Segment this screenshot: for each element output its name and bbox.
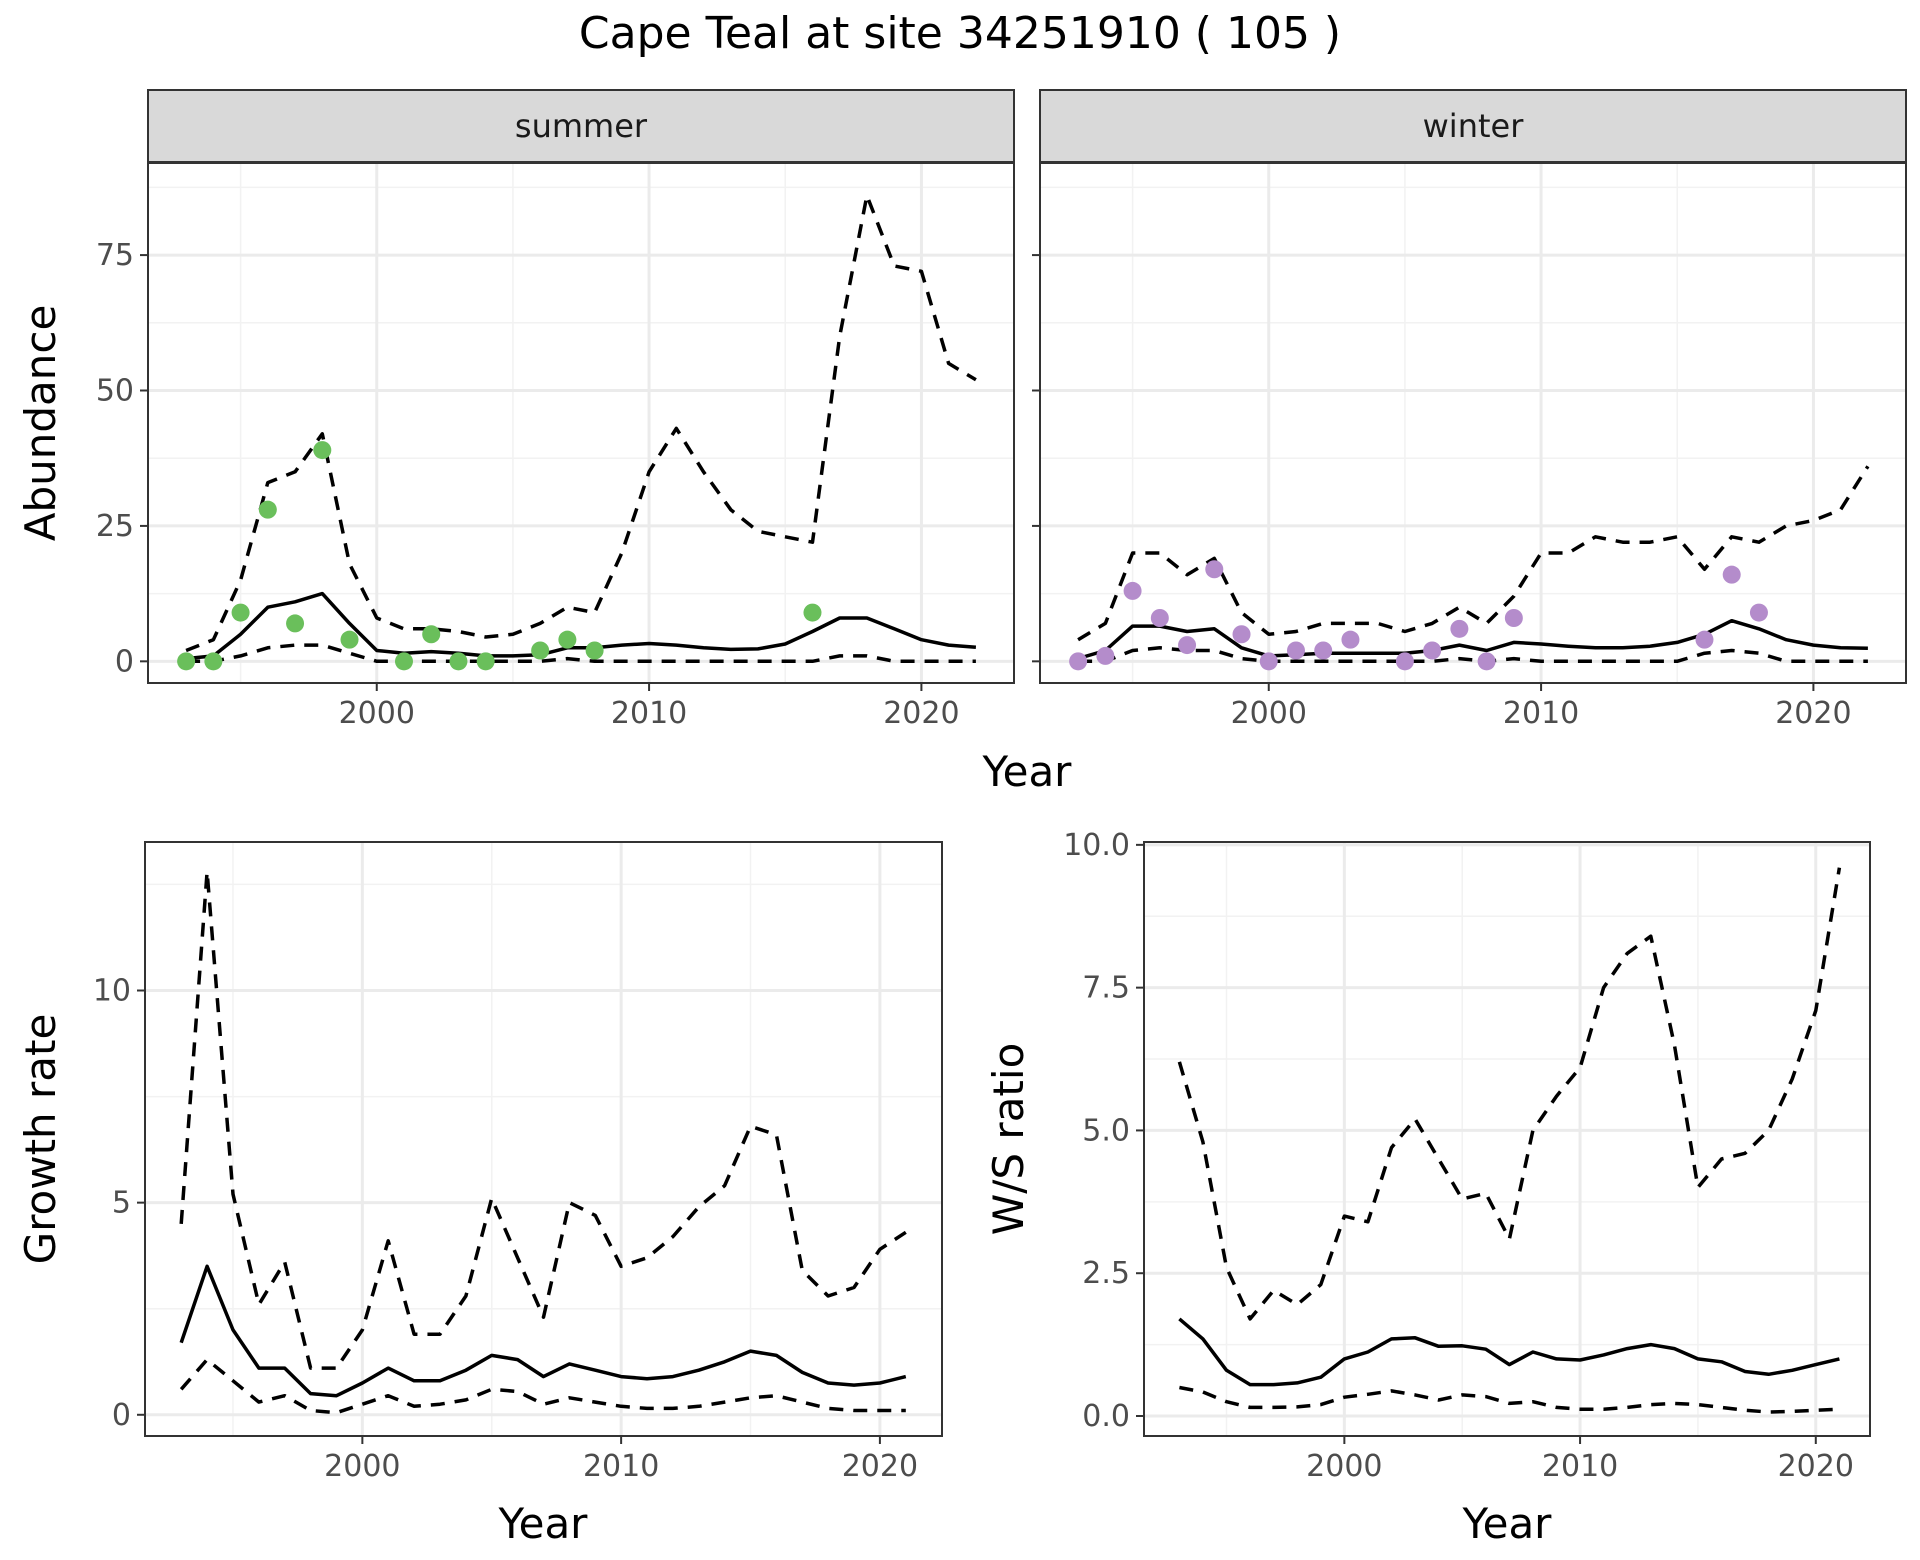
- abundance-winter-observed-point: [1314, 641, 1333, 660]
- abundance-winter-observed-point: [1205, 560, 1224, 579]
- abundance-winter-strip: [1039, 89, 1907, 163]
- ratio-mean-line: [1178, 1317, 1840, 1387]
- abundance-summer-upper-ci-line: [185, 193, 977, 653]
- abundance-summer-observed-point: [204, 652, 223, 671]
- abundance-summer-y-tick-label: 25: [96, 509, 134, 544]
- abundance-winter-x-tick-label: 2000: [1231, 696, 1307, 731]
- abundance-summer-observed-point: [476, 652, 495, 671]
- abundance-summer-observed-point: [422, 625, 441, 644]
- abundance-winter-x-tick-label: 2020: [1775, 696, 1851, 731]
- abundance-winter-observed-point: [1150, 609, 1169, 627]
- abundance-summer-observed-point: [558, 630, 577, 649]
- ratio-x-axis-title: Year: [1462, 1499, 1553, 1548]
- growth-x-tick-label: 2000: [324, 1449, 400, 1484]
- abundance-winter-observed-point: [1178, 636, 1197, 655]
- ratio-y-tick-label: 10.0: [1063, 828, 1130, 863]
- abundance-y-axis-title: Abundance: [16, 305, 65, 542]
- abundance-summer-strip-label: summer: [515, 107, 648, 145]
- abundance-summer-y-tick-label: 75: [96, 238, 134, 273]
- growth-panel-background: [145, 842, 942, 1436]
- growth-y-tick-label: 5: [112, 1186, 131, 1221]
- abundance-summer-observed-point: [340, 630, 359, 649]
- ratio-y-axis-title: W/S ratio: [984, 1043, 1033, 1236]
- abundance-winter-observed-point: [1069, 652, 1088, 671]
- growth-lower-ci-line: [179, 1357, 906, 1415]
- abundance-summer-x-tick-label: 2010: [611, 696, 687, 731]
- ratio-x-tick-label: 2000: [1306, 1449, 1382, 1484]
- abundance-winter-strip-label: winter: [1423, 107, 1525, 145]
- abundance-winter-observed-point: [1749, 603, 1768, 622]
- ratio-panel-background: [1144, 842, 1870, 1436]
- growth-upper-ci-line: [179, 869, 907, 1370]
- growth-x-tick-label: 2020: [842, 1449, 918, 1484]
- abundance-winter-observed-point: [1423, 641, 1442, 660]
- abundance-summer-observed-point: [286, 614, 305, 633]
- growth-x-tick-label: 2010: [583, 1449, 659, 1484]
- abundance-summer-lower-ci-line: [186, 643, 976, 664]
- ratio-y-tick-label: 7.5: [1082, 971, 1130, 1006]
- abundance-summer-observed-point: [803, 603, 822, 622]
- abundance-summer-y-tick-label: 50: [96, 374, 134, 409]
- ratio-x-tick-label: 2010: [1542, 1449, 1618, 1484]
- abundance-summer-observed-point: [449, 652, 468, 671]
- abundance-x-axis-title: Year: [982, 747, 1073, 796]
- abundance-summer-observed-point: [177, 652, 196, 671]
- ratio-panel: 2000 2010 2020 0.0 2.5 5.0 7.5 10.0: [1063, 828, 1871, 1484]
- abundance-summer-observed-point: [313, 441, 332, 460]
- abundance-winter-observed-point: [1123, 581, 1142, 600]
- abundance-winter-observed-point: [1259, 652, 1278, 671]
- abundance-winter-upper-ci-line: [1077, 465, 1870, 642]
- growth-y-tick-label: 10: [93, 974, 131, 1009]
- abundance-winter-observed-point: [1695, 630, 1714, 649]
- abundance-winter-observed-point: [1504, 609, 1523, 627]
- figure-title: Cape Teal at site 34251910 ( 105 ): [579, 8, 1341, 59]
- growth-y-tick-label: 0: [112, 1398, 131, 1433]
- abundance-summer-observed-point: [531, 641, 550, 660]
- growth-panel: 2000 2010 2020 0 5 10: [93, 841, 943, 1484]
- abundance-winter-observed-point: [1232, 625, 1251, 644]
- abundance-summer-y-tick-label: 0: [115, 644, 134, 679]
- ratio-y-tick-label: 0.0: [1082, 1399, 1130, 1434]
- abundance-winter-x-tick-label: 2010: [1503, 696, 1579, 731]
- abundance-summer-observed-point: [258, 500, 277, 519]
- abundance-winter-observed-point: [1477, 652, 1496, 671]
- ratio-upper-ci-line: [1177, 867, 1842, 1321]
- abundance-summer-x-tick-label: 2020: [883, 696, 959, 731]
- abundance-summer-observed-point: [394, 652, 413, 671]
- abundance-summer-strip: [147, 89, 1015, 163]
- ratio-panel-border: [1143, 841, 1871, 1437]
- abundance-winter-observed-point: [1395, 652, 1414, 671]
- abundance-winter-observed-point: [1450, 619, 1469, 638]
- growth-y-axis-title: Growth rate: [16, 1014, 65, 1265]
- ratio-lower-ci-line: [1179, 1385, 1840, 1414]
- growth-mean-line: [179, 1264, 907, 1398]
- abundance-winter-observed-point: [1722, 565, 1741, 584]
- abundance-summer-observed-point: [231, 603, 250, 622]
- abundance-winter-mean-line: [1077, 618, 1868, 661]
- ratio-y-tick-label: 5.0: [1082, 1113, 1130, 1148]
- abundance-summer-x-tick-label: 2000: [339, 696, 415, 731]
- abundance-summer-observed-point: [585, 641, 604, 660]
- ratio-y-tick-label: 2.5: [1082, 1256, 1130, 1291]
- abundance-summer-mean-line: [185, 591, 977, 661]
- growth-x-axis-title: Year: [498, 1499, 589, 1548]
- abundance-winter-lower-ci-line: [1078, 646, 1868, 664]
- ratio-x-tick-label: 2020: [1778, 1449, 1854, 1484]
- abundance-winter-observed-point: [1096, 646, 1115, 665]
- abundance-winter-observed-point: [1341, 630, 1360, 649]
- abundance-summer-panel-background: [148, 163, 1014, 683]
- growth-panel-border: [144, 841, 943, 1437]
- abundance-winter-panel: 2000 2010 2020 winter: [1032, 89, 1907, 731]
- abundance-winter-panel-background: [1040, 163, 1906, 683]
- abundance-winter-observed-point: [1286, 641, 1305, 660]
- abundance-summer-panel: 2000 2010 2020 0 25 50 75 summer: [96, 89, 1015, 731]
